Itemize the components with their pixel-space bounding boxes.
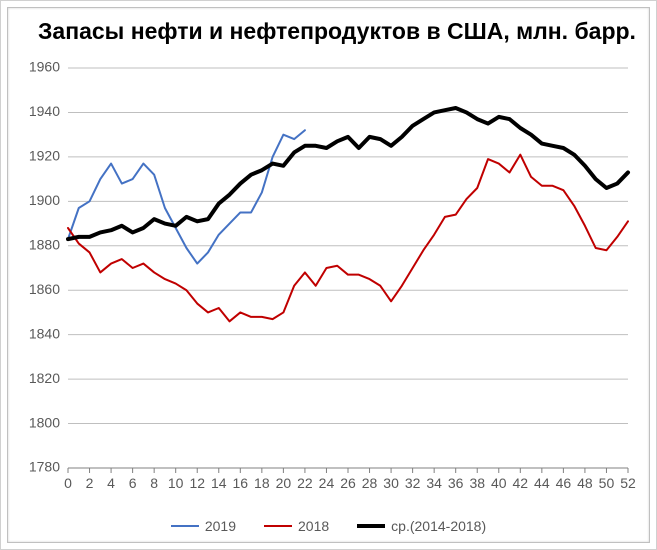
plot-area: 1780180018201840186018801900192019401960… [68,68,628,468]
x-tick-label: 24 [319,475,335,491]
y-tick-label: 1880 [29,236,60,252]
chart-outer-frame: Запасы нефти и нефтепродуктов в США, млн… [0,0,657,550]
x-tick-label: 50 [599,475,615,491]
legend-item-2018: 2018 [264,518,329,534]
legend-item-avg: ср.(2014-2018) [357,518,486,534]
x-tick-label: 2 [86,475,94,491]
chart-inner-frame: Запасы нефти и нефтепродуктов в США, млн… [7,7,650,543]
y-tick-label: 1960 [29,59,60,75]
plot-svg: 1780180018201840186018801900192019401960… [68,68,628,468]
legend-swatch-2018 [264,525,292,527]
x-tick-label: 34 [426,475,442,491]
x-tick-label: 26 [340,475,356,491]
chart-title: Запасы нефти и нефтепродуктов в США, млн… [8,18,649,45]
x-tick-label: 8 [150,475,158,491]
legend-swatch-2019 [171,525,199,527]
x-tick-label: 20 [276,475,292,491]
y-tick-label: 1900 [29,192,60,208]
x-tick-label: 18 [254,475,270,491]
x-tick-label: 12 [189,475,205,491]
x-tick-label: 4 [107,475,115,491]
x-tick-label: 28 [362,475,378,491]
legend-label: ср.(2014-2018) [391,518,486,534]
legend-swatch-avg [357,524,385,528]
x-tick-label: 6 [129,475,137,491]
y-tick-label: 1780 [29,459,60,475]
x-tick-label: 0 [64,475,72,491]
x-tick-label: 30 [383,475,399,491]
x-tick-label: 48 [577,475,593,491]
y-tick-label: 1820 [29,370,60,386]
x-tick-label: 36 [448,475,464,491]
y-tick-label: 1840 [29,325,60,341]
x-tick-label: 10 [168,475,184,491]
x-tick-label: 40 [491,475,507,491]
x-tick-label: 16 [233,475,249,491]
legend-label: 2019 [205,518,236,534]
legend: 2019 2018 ср.(2014-2018) [8,518,649,534]
x-tick-label: 22 [297,475,313,491]
y-tick-label: 1940 [29,103,60,119]
series-line-2018 [68,155,628,322]
legend-label: 2018 [298,518,329,534]
x-tick-label: 52 [620,475,636,491]
legend-item-2019: 2019 [171,518,236,534]
series-line-2019 [68,130,305,263]
y-tick-label: 1800 [29,414,60,430]
x-tick-label: 44 [534,475,550,491]
x-tick-label: 38 [469,475,485,491]
x-tick-label: 42 [513,475,529,491]
y-tick-label: 1860 [29,281,60,297]
x-tick-label: 32 [405,475,421,491]
x-tick-label: 14 [211,475,227,491]
x-tick-label: 46 [556,475,572,491]
y-tick-label: 1920 [29,148,60,164]
